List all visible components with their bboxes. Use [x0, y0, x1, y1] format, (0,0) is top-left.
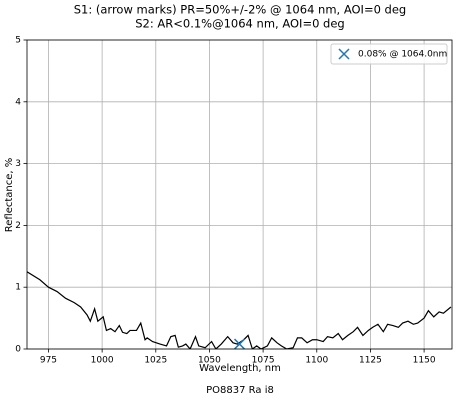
- x-tick-label: 1025: [144, 356, 167, 366]
- legend-box: [330, 43, 448, 65]
- x-tick-label: 1075: [252, 356, 275, 366]
- legend-marker: [338, 48, 350, 60]
- axes-frame: [26, 39, 453, 350]
- x-tick-label: 1050: [198, 356, 221, 366]
- x-tick-label: 1125: [359, 356, 382, 366]
- y-tick-label: 4: [15, 97, 21, 107]
- caption: PO8837 Ra i8: [206, 385, 274, 396]
- y-tick-label: 1: [15, 283, 21, 293]
- x-tick-label: 1100: [305, 356, 328, 366]
- y-tick-label: 0: [15, 345, 21, 355]
- y-tick-label: 5: [15, 36, 21, 46]
- x-tick-label: 1000: [91, 356, 114, 366]
- x-tick-label: 975: [40, 356, 57, 366]
- data-line: [27, 271, 452, 349]
- x-axis-label: Wavelength, nm: [199, 363, 281, 374]
- y-tick-label: 3: [15, 159, 21, 169]
- y-tick-label: 2: [15, 221, 21, 231]
- chart-title: S1: (arrow marks) PR=50%+/-2% @ 1064 nm,…: [74, 3, 407, 17]
- highlight-marker: [233, 338, 246, 350]
- legend-label: 0.08% @ 1064.0nm: [358, 50, 447, 60]
- chart-subtitle: S2: AR<0.1%@1064 nm, AOI=0 deg: [135, 17, 344, 31]
- y-axis-label: Reflectance, %: [4, 158, 15, 233]
- x-tick-label: 1150: [413, 356, 436, 366]
